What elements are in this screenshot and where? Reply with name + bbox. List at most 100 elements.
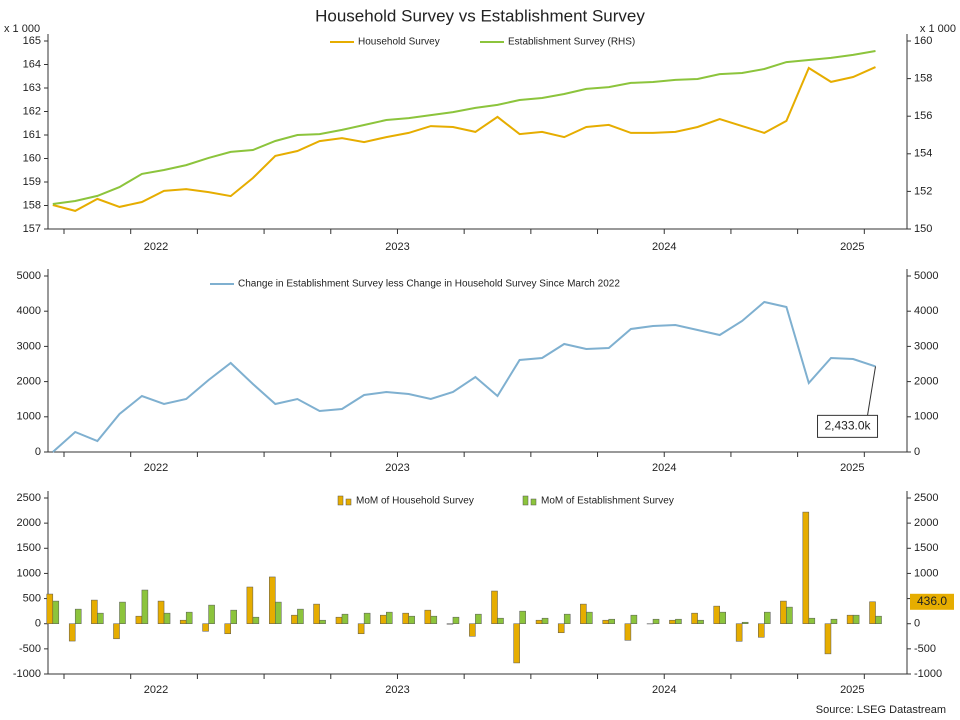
x-tick-label: 2025 bbox=[840, 241, 864, 253]
bar bbox=[586, 611, 593, 624]
y-tick-label: 1000 bbox=[17, 567, 41, 579]
y-tick-label: 1000 bbox=[17, 411, 41, 423]
bar bbox=[735, 623, 743, 642]
y-axis-label: x 1 000 bbox=[4, 23, 40, 35]
bar bbox=[179, 619, 187, 624]
bar bbox=[691, 612, 698, 624]
bar bbox=[719, 611, 726, 624]
bar bbox=[519, 610, 526, 624]
y-tick-label: 0 bbox=[35, 446, 41, 458]
bar bbox=[563, 613, 571, 624]
bar bbox=[513, 623, 520, 664]
series-line bbox=[52, 50, 876, 205]
bar bbox=[135, 615, 143, 624]
bar bbox=[386, 611, 393, 624]
y2-tick-label: 4000 bbox=[914, 305, 938, 317]
y-tick-label: 157 bbox=[23, 223, 41, 235]
y2-tick-label: 1000 bbox=[914, 567, 938, 579]
y-tick-label: -1000 bbox=[13, 668, 41, 680]
x-tick-label: 2022 bbox=[144, 241, 168, 253]
y-tick-label: 160 bbox=[23, 152, 41, 164]
bar bbox=[535, 619, 543, 624]
chart-title: Household Survey vs Establishment Survey bbox=[315, 6, 645, 25]
bar bbox=[580, 603, 587, 624]
bar bbox=[452, 616, 460, 624]
bar bbox=[224, 623, 231, 635]
bar bbox=[113, 623, 120, 640]
legend-swatch bbox=[522, 495, 529, 506]
y2-tick-label: 2500 bbox=[914, 492, 938, 504]
bar bbox=[446, 623, 454, 625]
bar bbox=[319, 619, 326, 624]
x-tick-label: 2023 bbox=[385, 462, 409, 474]
y-tick-label: 4000 bbox=[17, 305, 41, 317]
bar bbox=[424, 609, 432, 624]
bar bbox=[208, 604, 215, 624]
legend-label: MoM of Establishment Survey bbox=[541, 496, 674, 507]
bar bbox=[780, 600, 787, 624]
y-tick-label: 2000 bbox=[17, 376, 41, 388]
legend-swatch bbox=[337, 495, 344, 506]
x-tick-label: 2024 bbox=[652, 684, 676, 696]
y2-tick-label: 156 bbox=[914, 110, 932, 122]
bar bbox=[363, 612, 371, 624]
y-tick-label: 164 bbox=[23, 58, 41, 70]
bar bbox=[275, 601, 282, 624]
y-tick-label: 163 bbox=[23, 82, 41, 94]
bar bbox=[713, 605, 720, 624]
bar bbox=[786, 606, 793, 624]
bar bbox=[497, 617, 504, 624]
y-tick-label: -500 bbox=[19, 643, 41, 655]
bar bbox=[185, 611, 193, 624]
value-label: 436.0 bbox=[917, 594, 947, 608]
series-line bbox=[52, 66, 876, 212]
bar bbox=[74, 608, 82, 624]
y2-tick-label: 160 bbox=[914, 35, 932, 47]
bar bbox=[246, 586, 254, 624]
y2-tick-label: 5000 bbox=[914, 270, 938, 282]
bar bbox=[357, 623, 365, 635]
y-tick-label: 1500 bbox=[17, 542, 41, 554]
y2-tick-label: 3000 bbox=[914, 340, 938, 352]
bar bbox=[252, 616, 260, 624]
bar bbox=[335, 616, 343, 624]
bar bbox=[875, 615, 882, 624]
y2-tick-label: 158 bbox=[914, 73, 932, 85]
bar bbox=[202, 623, 209, 632]
bar bbox=[469, 623, 476, 637]
y-tick-label: 3000 bbox=[17, 340, 41, 352]
y-tick-label: 158 bbox=[23, 199, 41, 211]
legend-swatch bbox=[530, 498, 537, 506]
x-tick-label: 2022 bbox=[144, 462, 168, 474]
y2-tick-label: 1500 bbox=[914, 542, 938, 554]
bar bbox=[541, 617, 549, 624]
x-tick-label: 2022 bbox=[144, 684, 168, 696]
bar bbox=[119, 601, 126, 624]
bar bbox=[68, 623, 76, 642]
legend-label: Change in Establishment Survey less Chan… bbox=[238, 279, 620, 290]
bar bbox=[91, 599, 98, 624]
value-badge bbox=[910, 593, 954, 610]
bar bbox=[624, 623, 632, 641]
y2-tick-label: 150 bbox=[914, 223, 932, 235]
bar bbox=[808, 617, 816, 624]
bar bbox=[475, 613, 482, 624]
bar bbox=[830, 618, 838, 624]
bar bbox=[163, 612, 171, 624]
bar bbox=[430, 615, 438, 624]
bar bbox=[697, 619, 704, 624]
y-tick-label: 2000 bbox=[17, 517, 41, 529]
bar bbox=[341, 613, 349, 624]
bar bbox=[46, 593, 54, 624]
bar bbox=[764, 611, 771, 624]
y2-tick-label: 0 bbox=[914, 446, 920, 458]
y-tick-label: 162 bbox=[23, 105, 41, 117]
bar bbox=[669, 619, 676, 624]
x-tick-label: 2025 bbox=[840, 684, 864, 696]
bar bbox=[824, 623, 832, 655]
value-label: 2,433.0k bbox=[824, 419, 871, 433]
bar bbox=[846, 614, 854, 624]
x-tick-label: 2024 bbox=[652, 462, 676, 474]
